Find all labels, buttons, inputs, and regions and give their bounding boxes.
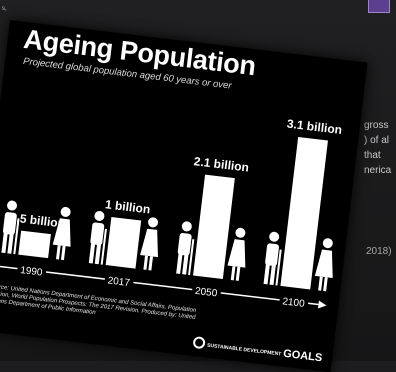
timeline-arrow-icon — [318, 300, 327, 309]
background-line: nerica — [364, 165, 392, 176]
elderly-woman-icon — [314, 238, 333, 292]
data-label: 3.1 billion — [286, 117, 343, 137]
data-label: 2.1 billion — [193, 154, 250, 174]
chart-canvas: 0.5 billion 1990 1 billion 2017 2.1 billion 2… — [0, 117, 343, 312]
elderly-man-icon — [176, 221, 195, 276]
background-button — [368, 0, 390, 13]
elderly-man-icon — [263, 231, 282, 286]
elderly-woman-icon — [227, 227, 246, 281]
background-text-lines: gross ) of al that nerica — [364, 118, 396, 178]
bar-1990 — [18, 230, 51, 259]
elderly-woman-icon — [52, 206, 71, 261]
x-tick-label: 2050 — [194, 286, 218, 300]
x-tick-label: 1990 — [20, 265, 44, 279]
tick-label-backdrop — [103, 274, 134, 291]
tick-label-backdrop — [16, 263, 47, 280]
background-line: gross — [364, 120, 389, 131]
sdg-wheel-icon — [192, 336, 207, 350]
data-label: 1 billion — [104, 197, 151, 216]
background-line: that — [364, 150, 381, 161]
bar-2100 — [280, 136, 328, 290]
x-tick-label: 2017 — [107, 275, 131, 289]
background-line: ) of al — [364, 135, 390, 146]
bar-2017 — [105, 217, 142, 269]
background-text-fragment: s, — [2, 6, 7, 12]
ageing-population-infographic: Ageing Population Projected global popul… — [0, 20, 368, 372]
background-year-fragment: 2018) — [366, 246, 392, 257]
data-label: 0.5 billion — [9, 210, 66, 230]
tick-label-backdrop — [278, 294, 309, 312]
tick-label-backdrop — [191, 284, 222, 301]
x-tick-label: 2100 — [282, 296, 306, 310]
elderly-woman-icon — [140, 217, 159, 271]
elderly-man-icon — [1, 200, 20, 255]
elderly-man-icon — [88, 210, 107, 265]
bar-2050 — [193, 174, 235, 280]
